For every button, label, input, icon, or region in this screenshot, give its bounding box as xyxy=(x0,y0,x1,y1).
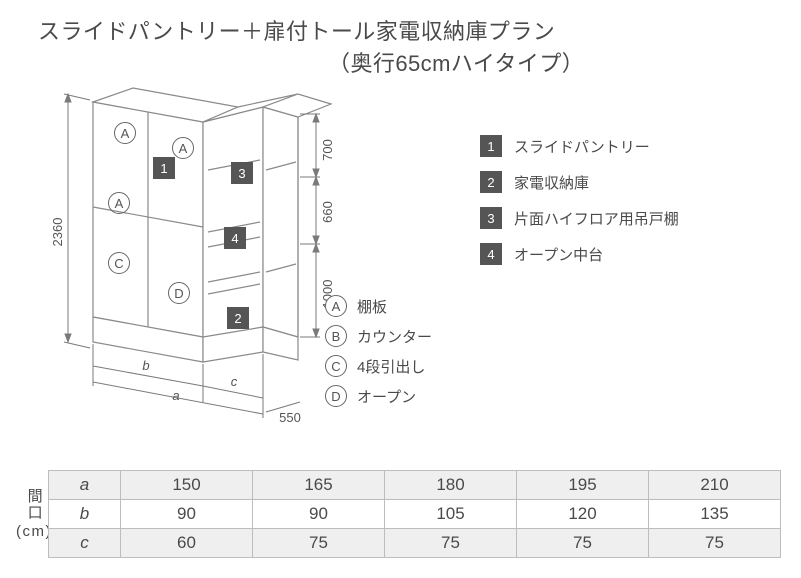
table-row-header: c xyxy=(49,529,121,558)
table-cell: 75 xyxy=(517,529,649,558)
table-row-header: a xyxy=(49,471,121,500)
dimensions-table: 間口 (cm) a150165180195210b9090105120135c6… xyxy=(20,470,781,558)
table-cell: 120 xyxy=(517,500,649,529)
legend-letters: A 棚板 B カウンター C 4段引出し D オープン xyxy=(325,295,432,415)
cabinet-diagram: 2360 700 660 1000 b c xyxy=(38,82,338,422)
dim-height: 2360 xyxy=(50,218,65,247)
table-vlabel-text: 間口 xyxy=(25,488,42,521)
legend-num-label: オープン中台 xyxy=(514,244,603,265)
legend-letter-label: カウンター xyxy=(357,326,432,347)
table-row-header: b xyxy=(49,500,121,529)
legend-num-row: 4 オープン中台 xyxy=(480,243,679,265)
dim-r-mid: 660 xyxy=(320,201,335,223)
table-cell: 135 xyxy=(649,500,781,529)
legend-num-badge: 3 xyxy=(480,207,502,229)
legend-num-label: 片面ハイフロア用吊戸棚 xyxy=(514,208,679,229)
dim-depth: 550 xyxy=(279,410,301,422)
legend-num-row: 3 片面ハイフロア用吊戸棚 xyxy=(480,207,679,229)
legend-num-badge: 2 xyxy=(480,171,502,193)
legend-letter-badge: C xyxy=(325,355,347,377)
legend-num-label: スライドパントリー xyxy=(514,136,650,157)
table-cell: 90 xyxy=(253,500,385,529)
table-cell: 75 xyxy=(253,529,385,558)
title-line1: スライドパントリー＋扉付トール家電収納庫プラン xyxy=(38,16,801,48)
legend-letter-badge: A xyxy=(325,295,347,317)
table-cell: 105 xyxy=(385,500,517,529)
legend-letter-label: オープン xyxy=(357,386,416,407)
table-cell: 90 xyxy=(121,500,253,529)
legend-letter-row: C 4段引出し xyxy=(325,355,432,377)
legend-letter-badge: B xyxy=(325,325,347,347)
legend-letter-label: 棚板 xyxy=(357,296,387,317)
table-cell: 75 xyxy=(385,529,517,558)
table-cell: 75 xyxy=(649,529,781,558)
table-cell: 150 xyxy=(121,471,253,500)
table-cell: 180 xyxy=(385,471,517,500)
table-row: c6075757575 xyxy=(49,529,781,558)
dim-r-top: 700 xyxy=(320,139,335,161)
table-cell: 60 xyxy=(121,529,253,558)
table-row: a150165180195210 xyxy=(49,471,781,500)
table-cell: 210 xyxy=(649,471,781,500)
table-row: b9090105120135 xyxy=(49,500,781,529)
dim-a: a xyxy=(172,388,179,403)
legend-num-badge: 4 xyxy=(480,243,502,265)
table-cell: 195 xyxy=(517,471,649,500)
legend-num-label: 家電収納庫 xyxy=(514,172,589,193)
dims-grid: a150165180195210b9090105120135c607575757… xyxy=(48,470,781,558)
title-block: スライドパントリー＋扉付トール家電収納庫プラン （奥行65cmハイタイプ） xyxy=(0,0,801,80)
legend-num-row: 2 家電収納庫 xyxy=(480,171,679,193)
legend-letter-badge: D xyxy=(325,385,347,407)
legend-num-row: 1 スライドパントリー xyxy=(480,135,679,157)
legend-letter-label: 4段引出し xyxy=(357,356,425,377)
legend-num-badge: 1 xyxy=(480,135,502,157)
table-unit: (cm) xyxy=(16,523,52,540)
dim-c: c xyxy=(231,374,238,389)
table-cell: 165 xyxy=(253,471,385,500)
dim-b: b xyxy=(142,358,149,373)
legend-letter-row: B カウンター xyxy=(325,325,432,347)
title-line2: （奥行65cmハイタイプ） xyxy=(38,48,801,80)
cabinet-svg: 2360 700 660 1000 b c xyxy=(38,82,338,422)
legend-numbers: 1 スライドパントリー 2 家電収納庫 3 片面ハイフロア用吊戸棚 4 オープン中台 xyxy=(480,135,679,279)
table-vertical-label: 間口 (cm) xyxy=(20,470,48,558)
legend-letter-row: D オープン xyxy=(325,385,432,407)
legend-letter-row: A 棚板 xyxy=(325,295,432,317)
